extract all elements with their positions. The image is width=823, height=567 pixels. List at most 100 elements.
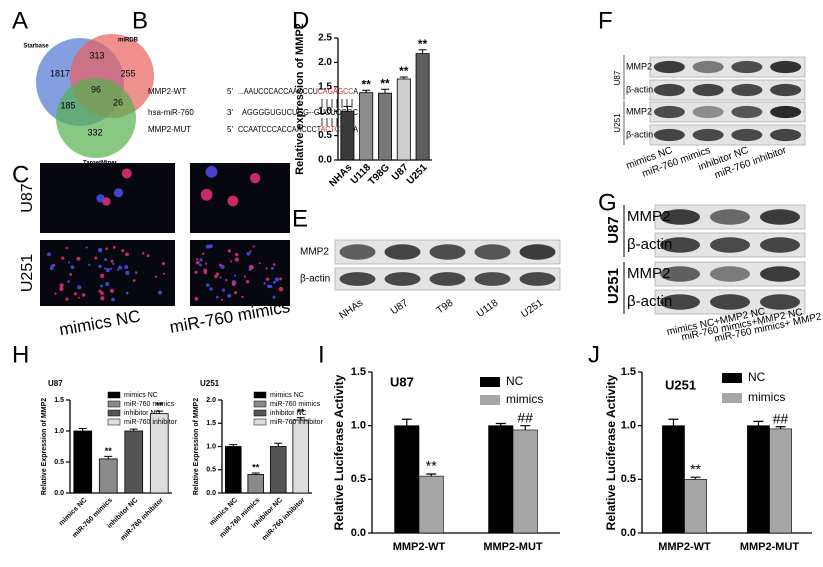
cell <box>111 297 115 302</box>
cell <box>250 173 261 184</box>
legend-label: mimics <box>506 392 543 406</box>
sequence-name: hsa-miR-760 <box>148 108 194 117</box>
cell <box>70 265 75 270</box>
annotation: ** <box>362 77 372 91</box>
cell <box>118 265 123 270</box>
band <box>653 105 685 119</box>
cell <box>77 296 80 299</box>
cell <box>268 284 273 289</box>
cell <box>112 245 116 249</box>
panel-label: J <box>588 341 600 368</box>
cell <box>113 188 124 198</box>
y-tick-label: 0.5 <box>318 130 332 141</box>
error-bar <box>426 473 437 477</box>
error-bar <box>690 476 701 480</box>
cell <box>124 265 129 270</box>
band-label: MMP2 <box>627 265 670 282</box>
y-tick-label: 1.5 <box>54 397 64 404</box>
y-tick-label: 1.5 <box>621 366 636 378</box>
cell <box>116 268 120 271</box>
cell <box>162 272 166 275</box>
cell <box>195 260 200 265</box>
cell <box>265 267 268 270</box>
annotation: ## <box>517 409 533 425</box>
y-tick-label: 0.0 <box>54 490 64 497</box>
y-tick-label: 0.0 <box>206 490 216 497</box>
annotation: ** <box>156 401 164 411</box>
bar <box>340 110 355 161</box>
error-bar <box>155 410 164 414</box>
cell <box>204 262 208 265</box>
y-tick-label: 1.0 <box>206 443 216 450</box>
cell <box>258 262 261 265</box>
cell <box>272 263 276 266</box>
bar <box>269 446 287 494</box>
cell <box>110 259 114 263</box>
y-tick-label: 1.0 <box>54 428 64 435</box>
bar <box>73 430 93 494</box>
sequence-end: 3' <box>227 108 233 117</box>
y-tick-label: 0.5 <box>351 473 366 485</box>
y-axis-label: Relative Expression of MMP2 <box>41 398 48 495</box>
y-tick-label: 0.0 <box>318 155 332 166</box>
y-tick-label: 0.0 <box>351 527 366 539</box>
band <box>660 237 700 253</box>
sequence-name: MMP2-MUT <box>148 125 191 134</box>
venn-count: 255 <box>120 68 135 78</box>
cell <box>103 267 106 270</box>
cell <box>104 258 108 262</box>
cell <box>278 286 284 292</box>
lane-label: NHAs <box>338 298 366 322</box>
band <box>339 272 376 286</box>
cell <box>249 265 254 270</box>
band <box>384 244 421 260</box>
panel-label: H <box>12 341 29 368</box>
cell <box>158 290 162 295</box>
annotation: ## <box>773 410 789 426</box>
band <box>710 209 750 225</box>
cell-label: U87 <box>613 70 622 85</box>
cell <box>146 254 150 258</box>
legend-label: NC <box>748 370 766 384</box>
cell <box>265 277 270 281</box>
band <box>692 128 724 142</box>
band-label: MMP2 <box>300 247 329 258</box>
bar <box>769 428 792 534</box>
cell-label: U251 <box>613 113 622 133</box>
band-label: β-actin <box>300 274 330 285</box>
band <box>770 60 802 74</box>
cell <box>220 264 225 270</box>
cell <box>99 273 105 279</box>
cell <box>59 283 64 288</box>
x-tick-label: MMP2-MUT <box>740 541 800 553</box>
legend-swatch <box>480 395 500 405</box>
bar <box>662 425 685 534</box>
lane-label: U251 <box>519 297 545 320</box>
cell <box>125 270 130 276</box>
cell <box>69 273 73 276</box>
bar <box>418 475 444 534</box>
column-label: mimics NC <box>58 307 142 340</box>
legend-swatch <box>722 373 742 383</box>
x-tick-label: T98G <box>367 162 393 188</box>
y-tick-label: 1.0 <box>351 420 366 432</box>
cell <box>206 283 210 287</box>
cell <box>199 258 203 262</box>
cell <box>112 262 115 266</box>
y-tick-label: 1.0 <box>621 420 636 432</box>
cell <box>109 267 113 270</box>
cell <box>272 280 276 284</box>
cell <box>249 250 252 253</box>
band-label: MMP2 <box>626 61 652 71</box>
cell <box>65 297 69 301</box>
cell <box>214 274 218 279</box>
sequence-name: MMP2-WT <box>148 87 186 96</box>
bar <box>378 92 392 161</box>
y-tick-label: 1.5 <box>351 366 366 378</box>
cell <box>61 256 65 260</box>
y-tick-label: 0.5 <box>206 467 216 474</box>
cell <box>199 263 202 267</box>
cell <box>220 298 223 301</box>
venn-count: 26 <box>113 97 123 107</box>
